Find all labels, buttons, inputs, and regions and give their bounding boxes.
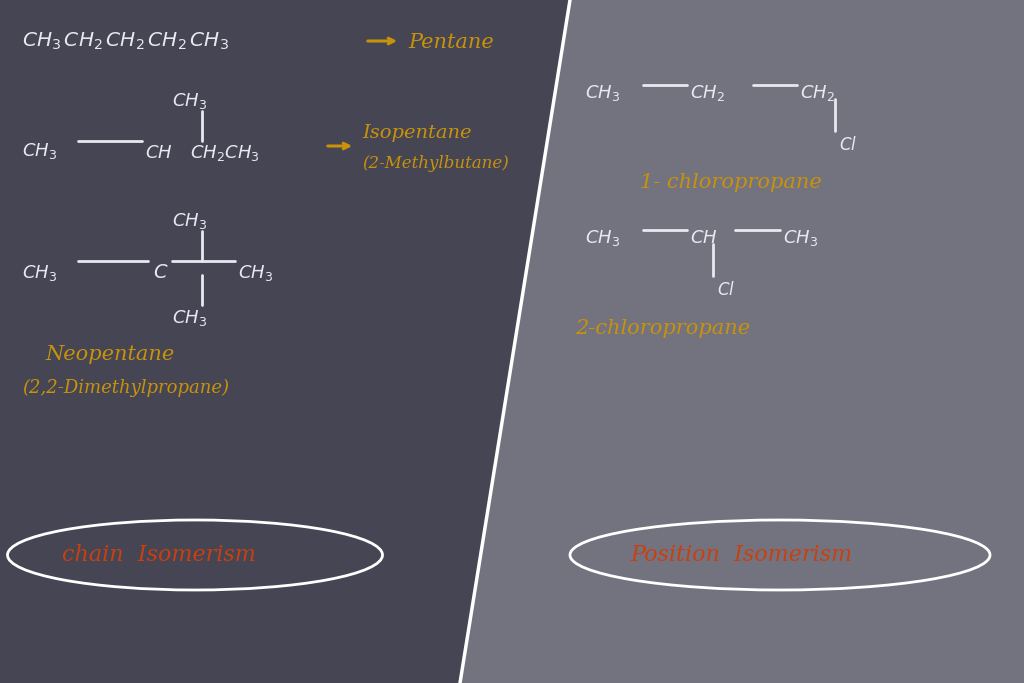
Text: $C$: $C$ — [153, 264, 169, 282]
Text: $CH_3$: $CH_3$ — [783, 228, 818, 248]
Text: $CH$: $CH$ — [690, 229, 718, 247]
Text: (2,2-Dimethylpropane): (2,2-Dimethylpropane) — [22, 379, 229, 397]
Text: chain  Isomerism: chain Isomerism — [62, 544, 256, 566]
Text: Pentane: Pentane — [408, 33, 494, 53]
Text: $CH_3$: $CH_3$ — [238, 263, 273, 283]
Text: $CH_2$: $CH_2$ — [690, 83, 725, 103]
Polygon shape — [0, 0, 570, 683]
Text: $CH_2CH_3$: $CH_2CH_3$ — [190, 143, 260, 163]
Polygon shape — [460, 0, 1024, 683]
Text: Position  Isomerism: Position Isomerism — [630, 544, 852, 566]
Text: 2-chloropropane: 2-chloropropane — [575, 318, 751, 337]
Text: 1- chloropropane: 1- chloropropane — [640, 173, 821, 193]
Text: $CH_3$: $CH_3$ — [22, 141, 57, 161]
Text: $CH_2$: $CH_2$ — [800, 83, 835, 103]
Text: Neopentane: Neopentane — [45, 346, 174, 365]
Text: $CH_3$: $CH_3$ — [585, 228, 621, 248]
Text: (2-Methylbutane): (2-Methylbutane) — [362, 154, 509, 171]
Text: $Cl$: $Cl$ — [717, 281, 735, 299]
Text: $CH_3$: $CH_3$ — [172, 211, 207, 231]
Text: $CH_3$: $CH_3$ — [585, 83, 621, 103]
Text: $CH$: $CH$ — [145, 144, 173, 162]
Text: Isopentane: Isopentane — [362, 124, 471, 142]
Text: $Cl$: $Cl$ — [839, 136, 857, 154]
Text: $CH_3$: $CH_3$ — [172, 91, 207, 111]
Text: $CH_3$: $CH_3$ — [172, 308, 207, 328]
Text: $CH_3$: $CH_3$ — [22, 263, 57, 283]
Text: $CH_3\,CH_2\,CH_2\,CH_2\,CH_3$: $CH_3\,CH_2\,CH_2\,CH_2\,CH_3$ — [22, 30, 229, 52]
